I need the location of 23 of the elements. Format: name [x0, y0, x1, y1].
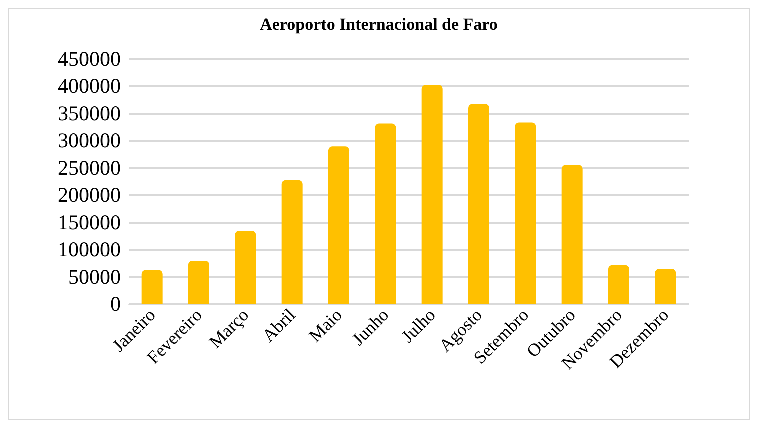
bar: [655, 269, 676, 304]
bar: [282, 180, 303, 304]
y-tick-label: 300000: [58, 128, 121, 153]
y-tick-label: 50000: [68, 264, 121, 289]
y-tick-label: 0: [110, 292, 121, 316]
y-tick-label: 400000: [58, 74, 121, 98]
bar: [188, 260, 210, 304]
y-tick-label: 150000: [58, 210, 121, 234]
bar: [422, 85, 443, 304]
y-tick-label: 350000: [58, 101, 121, 126]
y-tick-label: 450000: [58, 47, 121, 71]
chart-title: Aeroporto Internacional de Faro: [260, 15, 498, 34]
bar: [375, 124, 396, 304]
y-tick-label: 100000: [58, 238, 121, 262]
bar: [328, 146, 350, 304]
bar: [515, 122, 536, 304]
bar: [142, 270, 163, 304]
bar: [562, 165, 583, 304]
y-tick-label: 250000: [58, 156, 121, 180]
bar: [235, 231, 256, 304]
bar: [608, 265, 630, 304]
bar: [468, 104, 490, 304]
y-tick-label: 200000: [58, 183, 121, 208]
